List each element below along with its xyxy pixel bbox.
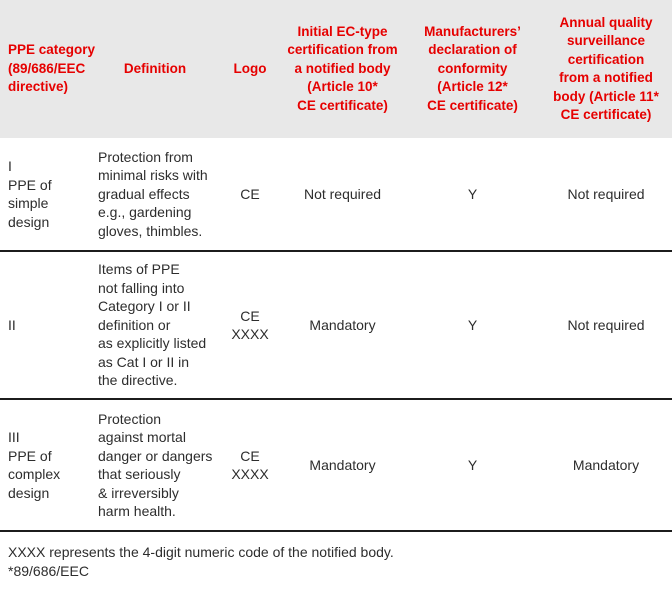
cell-declaration-of-conformity: Y — [467, 185, 478, 202]
col-header-declaration-of-conformity: Manufacturers’ declaration of conformity… — [424, 23, 521, 113]
cell-logo: CE — [240, 185, 260, 202]
cell-logo: CE XXXX — [231, 307, 269, 343]
cell-annual-surveillance: Not required — [567, 316, 645, 333]
cell-category: III PPE of complex design — [8, 429, 61, 501]
table-header-row: PPE category (89/686/EEC directive) Defi… — [0, 0, 672, 138]
cell-declaration-of-conformity: Y — [467, 456, 478, 473]
cell-annual-surveillance: Not required — [567, 185, 645, 202]
table-row-category-1: I PPE of simple design Protection from m… — [0, 138, 672, 252]
cell-initial-certification: Mandatory — [309, 316, 376, 333]
table-row-category-2: II Items of PPE not falling into Categor… — [0, 252, 672, 400]
cell-initial-certification: Not required — [303, 185, 382, 202]
col-header-initial-certification: Initial EC-type certification from a not… — [287, 23, 398, 113]
col-header-annual-surveillance: Annual quality surveillance certificatio… — [553, 14, 659, 123]
col-header-definition: Definition — [123, 60, 187, 76]
cell-declaration-of-conformity: Y — [467, 316, 478, 333]
footnotes: XXXX represents the 4-digit numeric code… — [0, 532, 672, 581]
cell-logo: CE XXXX — [231, 447, 269, 483]
footnote-xxxx-code: XXXX represents the 4-digit numeric code… — [8, 544, 394, 560]
col-header-ppe-category: PPE category (89/686/EEC directive) — [8, 42, 96, 95]
cell-definition: Items of PPE not falling into Category I… — [98, 261, 207, 389]
cell-category: I PPE of simple design — [8, 158, 52, 230]
cell-definition: Protection from minimal risks with gradu… — [98, 148, 208, 239]
cell-definition: Protection against mortal danger or dang… — [98, 410, 213, 520]
cell-initial-certification: Mandatory — [309, 456, 376, 473]
table-row-category-3: III PPE of complex design Protection aga… — [0, 400, 672, 532]
col-header-logo: Logo — [233, 60, 267, 76]
footnote-directive-reference: *89/686/EEC — [8, 563, 89, 579]
cell-annual-surveillance: Mandatory — [572, 456, 640, 473]
cell-category: II — [8, 316, 16, 333]
